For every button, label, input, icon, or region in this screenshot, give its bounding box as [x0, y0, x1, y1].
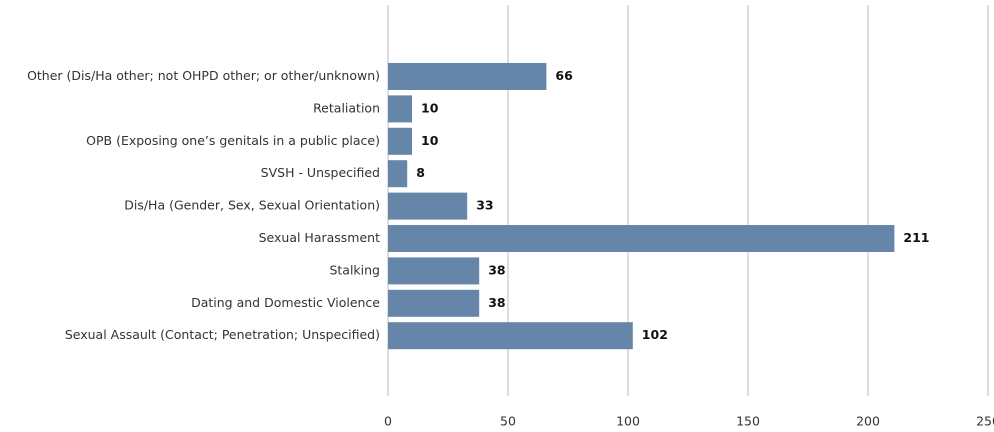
bar — [388, 127, 412, 155]
x-tick-label: 100 — [616, 414, 640, 429]
value-label: 8 — [416, 165, 425, 180]
x-tick-label: 200 — [856, 414, 880, 429]
y-tick-label: Other (Dis/Ha other; not OHPD other; or … — [27, 68, 380, 83]
bar — [388, 160, 408, 188]
x-tick-label: 50 — [500, 414, 516, 429]
bar — [388, 192, 468, 220]
x-tick-label: 150 — [736, 414, 760, 429]
y-tick-label: Sexual Harassment — [259, 230, 381, 245]
bar — [388, 289, 480, 317]
y-tick-label: Sexual Assault (Contact; Penetration; Un… — [65, 327, 380, 342]
value-label: 66 — [555, 68, 573, 83]
y-tick-label: Retaliation — [313, 100, 380, 115]
bar — [388, 63, 547, 90]
value-label: 10 — [421, 133, 439, 148]
value-label: 211 — [903, 230, 929, 245]
value-label: 38 — [488, 295, 505, 310]
y-tick-label: OPB (Exposing one’s genitals in a public… — [86, 133, 380, 148]
value-label: 38 — [488, 262, 505, 277]
x-tick-label: 0 — [384, 414, 392, 429]
value-label: 10 — [421, 100, 439, 115]
value-label: 102 — [642, 327, 668, 342]
x-tick-label: 250 — [976, 414, 994, 429]
bar — [388, 95, 412, 123]
y-tick-label: Dis/Ha (Gender, Sex, Sexual Orientation) — [124, 198, 380, 213]
bar — [388, 257, 480, 285]
y-tick-label: Stalking — [329, 262, 380, 277]
bar — [388, 322, 633, 350]
bar — [388, 225, 895, 252]
value-label: 33 — [476, 198, 493, 213]
y-tick-label: Dating and Domestic Violence — [191, 295, 380, 310]
y-tick-label: SVSH - Unspecified — [261, 165, 380, 180]
